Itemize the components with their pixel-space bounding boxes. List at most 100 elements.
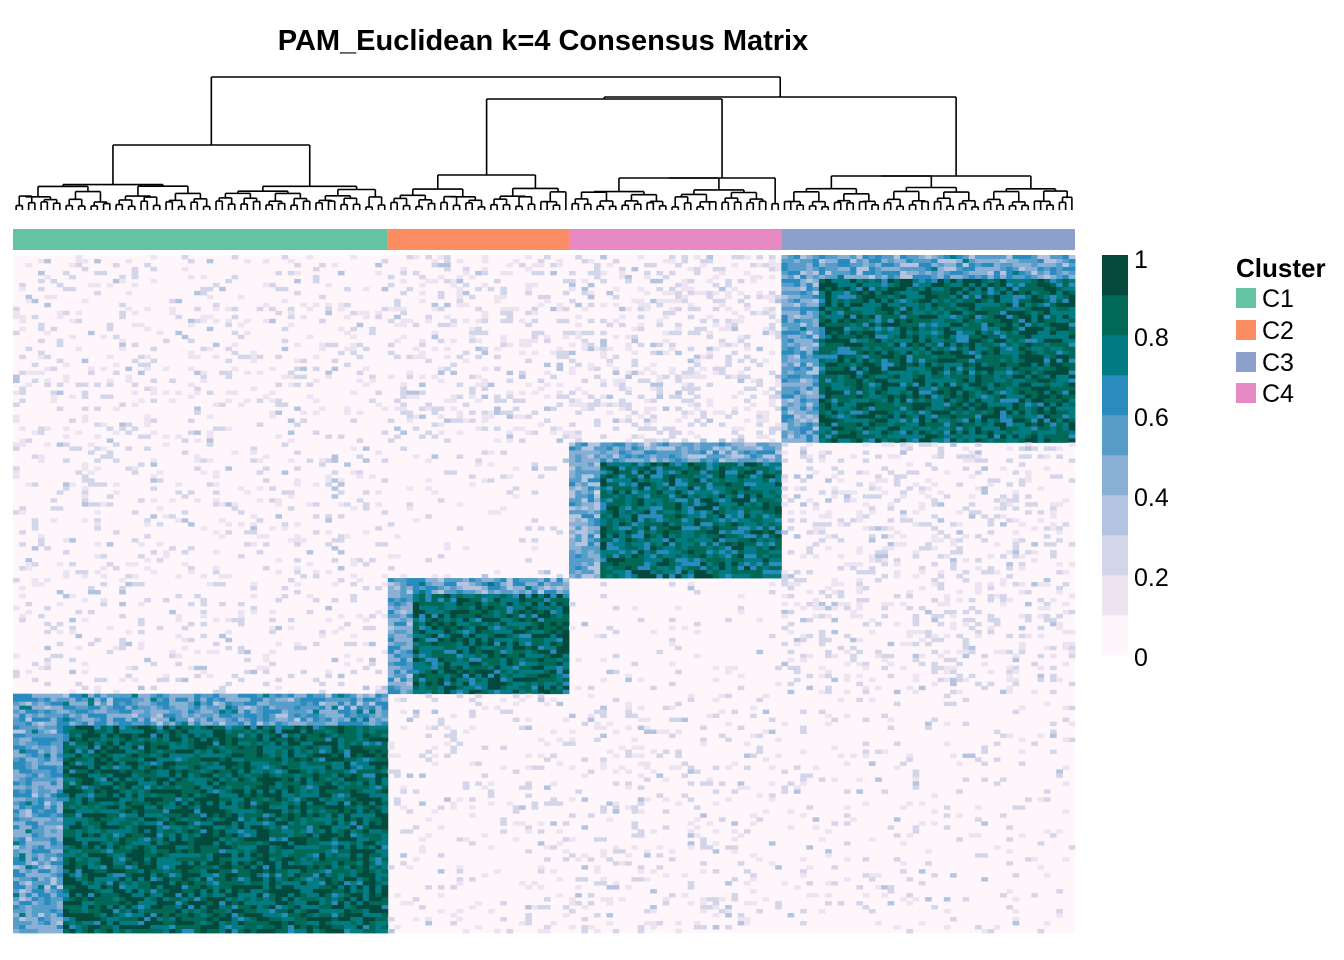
heatmap-cell — [1000, 302, 1007, 308]
heatmap-cell — [643, 486, 651, 491]
heatmap-cell — [1037, 342, 1045, 348]
heatmap-cell — [206, 326, 214, 332]
heatmap-cell — [825, 334, 832, 340]
heatmap-cell — [31, 526, 39, 531]
heatmap-cell — [119, 422, 126, 427]
heatmap-cell — [825, 258, 832, 264]
heatmap-cell — [918, 294, 926, 300]
heatmap-cell — [793, 286, 801, 292]
heatmap-cell — [1012, 398, 1020, 403]
heatmap-cell — [481, 266, 489, 272]
heatmap-cell — [662, 446, 670, 451]
heatmap-cell — [625, 442, 632, 447]
heatmap-cell — [750, 394, 757, 399]
heatmap-cell — [568, 454, 576, 459]
heatmap-cell — [987, 386, 995, 391]
heatmap-cell — [456, 298, 464, 304]
heatmap-cell — [125, 378, 133, 384]
heatmap-cell — [931, 310, 938, 316]
heatmap-cell — [931, 255, 938, 260]
heatmap-cell — [987, 362, 995, 368]
heatmap-cell — [675, 458, 682, 463]
heatmap-cell — [44, 274, 51, 280]
heatmap-cell — [150, 386, 158, 391]
heatmap-cell — [693, 330, 701, 336]
heatmap-cell — [675, 330, 682, 336]
heatmap-cell — [781, 270, 789, 276]
heatmap-cell — [194, 430, 201, 435]
heatmap-cell — [787, 270, 795, 276]
heatmap-cell — [106, 354, 114, 360]
heatmap-cell — [50, 366, 58, 372]
heatmap-cell — [662, 426, 670, 431]
heatmap-cell — [568, 286, 576, 292]
heatmap-cell — [787, 318, 795, 324]
heatmap-cell — [937, 406, 945, 411]
heatmap-cell — [1031, 358, 1038, 364]
heatmap-cell — [469, 274, 476, 280]
heatmap-cell — [419, 374, 426, 380]
heatmap-cell — [993, 410, 1001, 415]
heatmap-cell — [381, 542, 389, 547]
heatmap-cell — [700, 290, 707, 296]
heatmap-cell — [931, 282, 938, 288]
heatmap-cell — [587, 502, 595, 507]
heatmap-cell — [850, 354, 857, 360]
heatmap-cell — [681, 450, 689, 455]
heatmap-cell — [987, 326, 995, 332]
heatmap-cell — [606, 490, 614, 495]
heatmap-cell — [925, 382, 932, 388]
heatmap-cell — [806, 370, 814, 376]
heatmap-cell — [531, 490, 539, 495]
heatmap-cell — [187, 566, 195, 571]
heatmap-cell — [662, 474, 670, 479]
heatmap-cell — [287, 314, 295, 320]
heatmap-cell — [968, 270, 976, 276]
heatmap-cell — [456, 502, 464, 507]
heatmap-cell — [993, 282, 1001, 288]
heatmap-cell — [131, 282, 139, 288]
heatmap-cell — [950, 266, 957, 272]
heatmap-cell — [875, 418, 882, 423]
heatmap-cell — [1068, 382, 1076, 388]
heatmap-cell — [662, 374, 670, 380]
heatmap-cell — [975, 362, 982, 368]
heatmap-cell — [843, 334, 851, 340]
heatmap-cell — [556, 302, 564, 308]
heatmap-cell — [787, 262, 795, 268]
heatmap-cell — [918, 426, 926, 431]
heatmap-cell — [781, 354, 789, 360]
heatmap-cell — [194, 318, 201, 324]
heatmap-cell — [906, 434, 913, 439]
heatmap-cell — [494, 294, 501, 300]
heatmap-cell — [793, 298, 801, 304]
heatmap-cell — [200, 314, 208, 320]
heatmap-cell — [837, 406, 845, 411]
heatmap-cell — [925, 255, 932, 260]
heatmap-cell — [743, 270, 751, 276]
heatmap-cell — [1006, 422, 1013, 427]
heatmap-cell — [962, 266, 970, 272]
heatmap-cell — [912, 426, 920, 431]
heatmap-cell — [150, 458, 158, 463]
heatmap-cell — [950, 382, 957, 388]
heatmap-cell — [1037, 390, 1045, 395]
heatmap-cell — [1056, 358, 1063, 364]
heatmap-cell — [1043, 262, 1051, 268]
heatmap-cell — [319, 406, 326, 411]
heatmap-cell — [975, 310, 982, 316]
heatmap-cell — [950, 398, 957, 403]
heatmap-cell — [444, 542, 451, 547]
heatmap-cell — [712, 306, 720, 312]
heatmap-cell — [144, 262, 151, 268]
heatmap-cell — [975, 330, 982, 336]
heatmap-cell — [681, 410, 689, 415]
heatmap-cell — [700, 422, 707, 427]
heatmap-cell — [931, 358, 938, 364]
heatmap-cell — [544, 570, 551, 575]
heatmap-cell — [862, 394, 870, 399]
heatmap-cell — [631, 450, 639, 455]
heatmap-cell — [968, 255, 976, 260]
heatmap-cell — [618, 386, 626, 391]
heatmap-cell — [806, 438, 814, 443]
